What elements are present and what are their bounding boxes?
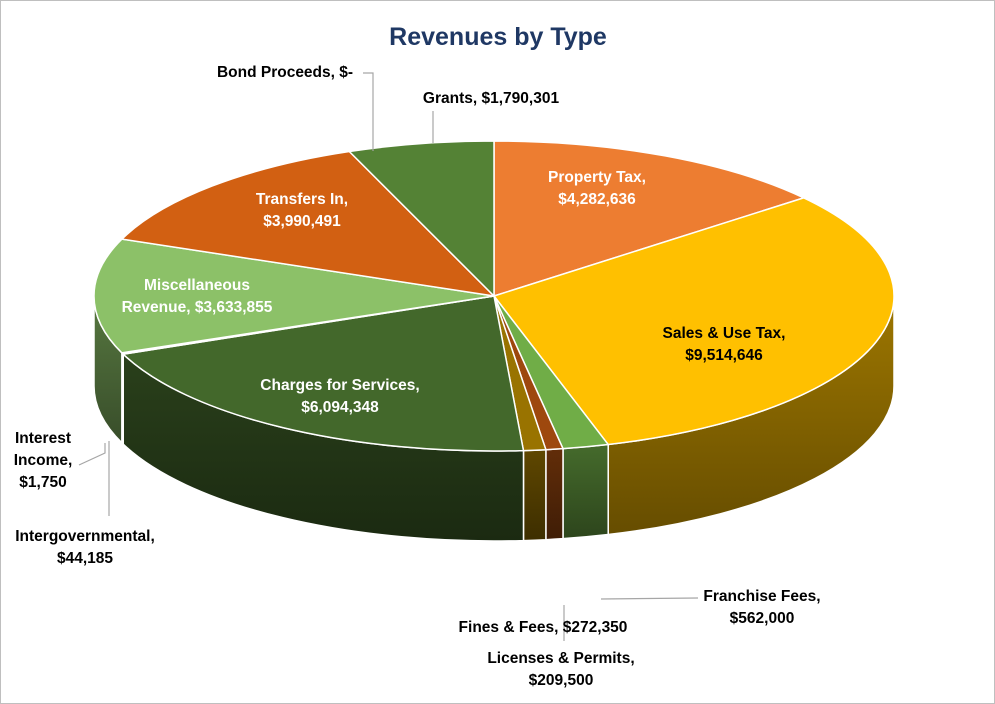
data-label-line: Transfers In,: [256, 191, 348, 208]
data-label-charges-for-services: Charges for Services, $6,094,348: [260, 377, 419, 416]
data-label-property-tax: Property Tax, $4,282,636: [548, 169, 646, 208]
data-label-line: $562,000: [730, 610, 795, 627]
data-label-line: $6,094,348: [301, 399, 379, 416]
data-label-line: Sales & Use Tax,: [663, 325, 786, 342]
data-label-interest-income: Interest Income, $1,750: [14, 430, 73, 491]
slice-property-tax: [493, 140, 805, 297]
leader-line-interest-income: [78, 443, 106, 466]
data-label-line: Interest: [15, 430, 71, 447]
data-label-line: Miscellaneous: [144, 277, 250, 294]
data-label-line: Franchise Fees,: [703, 588, 820, 605]
data-label-line: Grants, $1,790,301: [423, 90, 560, 107]
data-label-line: $209,500: [529, 672, 594, 689]
leader-line-franchise-fees: [600, 597, 699, 600]
data-label-fines-and-fees: Fines & Fees, $272,350: [459, 619, 628, 636]
slice-side-fines-and-fees: [522, 448, 547, 542]
data-label-line: Income,: [14, 452, 73, 469]
chart-title: Revenues by Type: [389, 23, 607, 51]
slice-charges-for-services: [122, 295, 525, 452]
leader-line-bond-proceeds: [363, 72, 374, 151]
data-label-sales-and-use-tax: Sales & Use Tax, $9,514,646: [663, 325, 786, 364]
data-label-line: $4,282,636: [558, 191, 636, 208]
data-label-line: $3,990,491: [263, 213, 341, 230]
data-label-line: Fines & Fees, $272,350: [459, 619, 628, 636]
data-label-line: Charges for Services,: [260, 377, 419, 394]
data-label-line: Licenses & Permits,: [487, 650, 634, 667]
slice-side-franchise-fees: [562, 443, 609, 540]
slice-grants: [348, 140, 495, 297]
slice-transfers-in: [121, 150, 495, 297]
data-label-line: $9,514,646: [685, 347, 763, 364]
data-label-line: $1,750: [19, 474, 66, 491]
data-label-licenses-and-permits: Licenses & Permits, $209,500: [487, 650, 634, 689]
data-label-grants: Grants, $1,790,301: [423, 90, 560, 107]
data-label-line: Revenue, $3,633,855: [122, 299, 273, 316]
data-label-line: Bond Proceeds, $-: [217, 64, 353, 81]
slice-miscellaneous-revenue: [93, 238, 495, 354]
slice-side-licenses-and-permits: [545, 447, 564, 541]
data-label-line: Property Tax,: [548, 169, 646, 186]
data-label-line: $44,185: [57, 550, 113, 567]
data-label-bond-proceeds: Bond Proceeds, $-: [217, 64, 353, 81]
data-label-intergovernmental: Intergovernmental, $44,185: [15, 528, 155, 567]
data-label-miscellaneous-revenue: Miscellaneous Revenue, $3,633,855: [122, 277, 273, 316]
slice-sales-and-use-tax: [493, 197, 895, 446]
data-label-line: Intergovernmental,: [15, 528, 155, 545]
data-label-franchise-fees: Franchise Fees, $562,000: [703, 588, 820, 627]
data-label-transfers-in: Transfers In, $3,990,491: [256, 191, 348, 230]
